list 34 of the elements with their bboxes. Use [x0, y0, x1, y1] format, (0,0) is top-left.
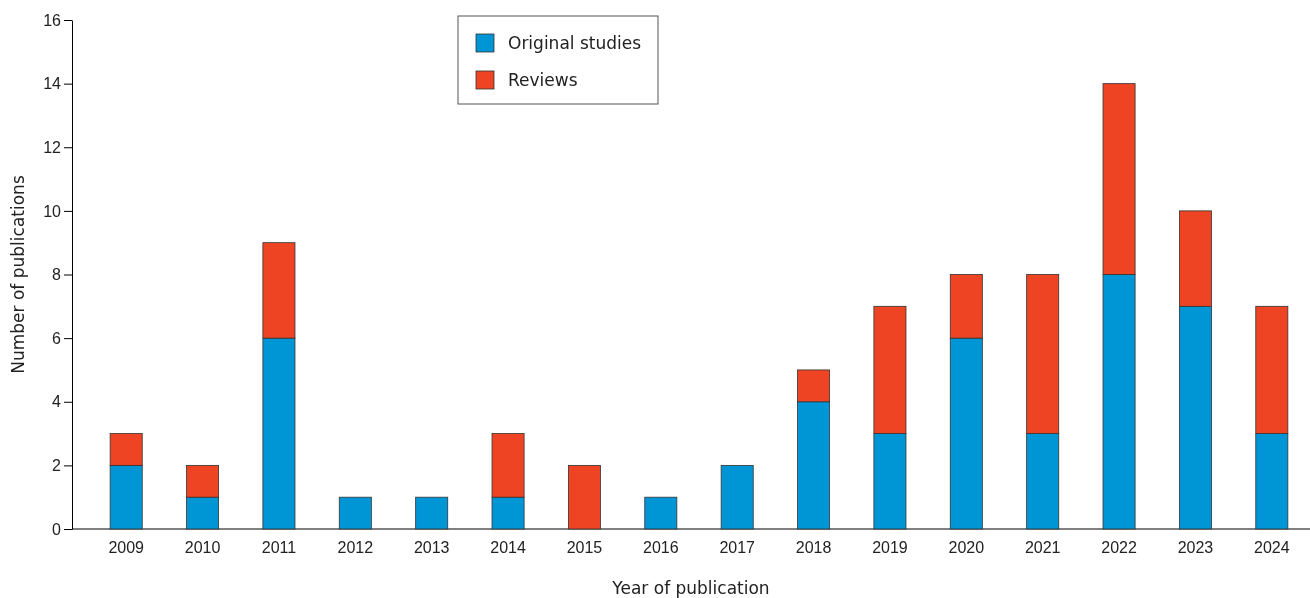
x-tick-label: 2019: [872, 538, 908, 556]
legend-label: Original studies: [508, 33, 642, 53]
bar: [338, 496, 372, 530]
x-tick-label: 2012: [337, 538, 374, 556]
x-tick-label: 2011: [261, 538, 297, 556]
x-tick-label: 2018: [795, 538, 832, 556]
x-tick-label: 2009: [108, 538, 145, 556]
x-tick-label: 2014: [490, 538, 526, 556]
y-tick-label: 16: [43, 11, 62, 29]
x-tick-label: 2023: [1177, 538, 1214, 556]
x-axis-title: Year of publication: [611, 578, 770, 598]
bar: [568, 464, 601, 530]
y-tick-label: 6: [52, 329, 62, 347]
x-tick-label: 2017: [719, 538, 756, 556]
x-tick-label: 2022: [1101, 538, 1137, 556]
y-axis-title: Number of publications: [8, 175, 28, 374]
y-tick-label: 14: [43, 75, 62, 93]
y-tick-label: 4: [52, 393, 62, 411]
x-tick-label: 2013: [413, 538, 450, 556]
y-tick-label: 2: [52, 456, 62, 474]
x-tick-label: 2021: [1024, 538, 1061, 556]
x-tick-label: 2010: [184, 538, 221, 556]
x-tick-label: 2016: [643, 538, 679, 556]
y-tick-label: 8: [52, 266, 62, 284]
x-tick-label: 2020: [948, 538, 985, 556]
y-tick-label: 0: [52, 520, 62, 538]
y-tick-label: 12: [43, 138, 62, 156]
y-tick-label: 10: [43, 202, 62, 220]
bar: [644, 496, 678, 530]
legend-label: Reviews: [508, 70, 578, 90]
bar: [720, 464, 754, 530]
x-tick-label: 2024: [1254, 538, 1290, 556]
bar: [415, 496, 449, 530]
x-tick-label: 2015: [566, 538, 603, 556]
